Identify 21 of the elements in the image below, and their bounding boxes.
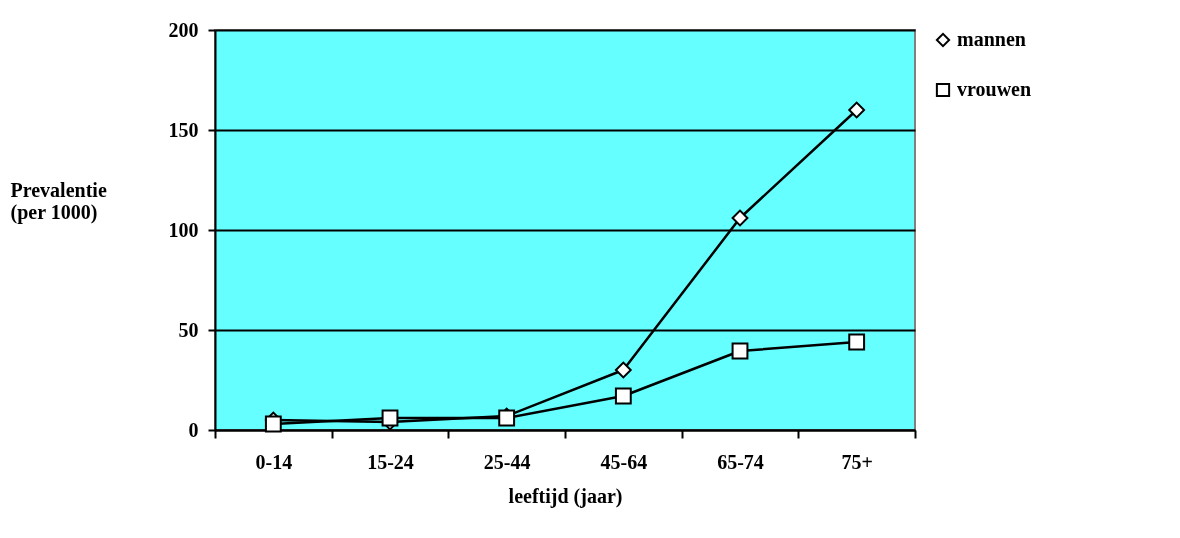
point [848,101,866,119]
x-tick-label: 65-74 [717,450,764,473]
x-tick-label: 0-14 [255,450,293,473]
y-tick-label: 200 [168,18,199,41]
x-tick-label: 45-64 [600,450,648,473]
x-tick-label: 25-44 [483,450,531,473]
legend-label: mannen [957,28,1026,50]
point [614,387,632,405]
x-axis-title: leeftijd (jaar) [508,484,623,508]
point [848,333,866,351]
y-tick-label: 150 [168,118,199,141]
point [731,342,749,360]
legend-label: vrouwen [957,78,1032,100]
y-tick-label: 50 [178,318,199,341]
point [264,415,282,433]
y-axis-title: Prevalentie (per 1000) [10,178,107,224]
point [381,409,399,427]
y-tick-label: 0 [188,418,199,441]
x-tick-label: 15-24 [367,450,414,473]
x-tick-label: 75+ [841,450,873,473]
y-tick-label: 100 [168,218,199,241]
